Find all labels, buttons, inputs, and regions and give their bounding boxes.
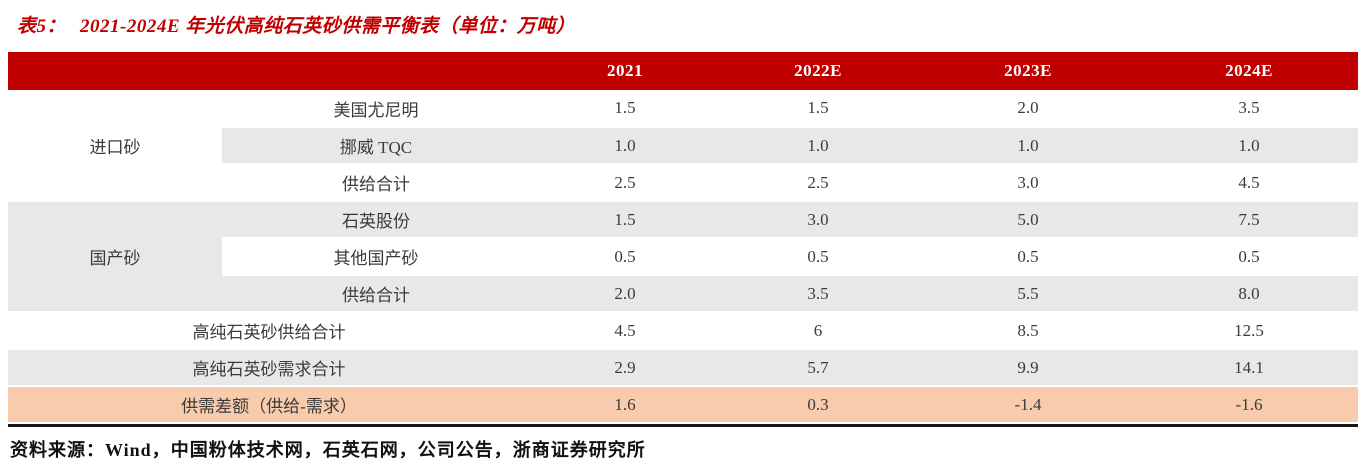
value-cell: 0.5 <box>720 238 916 276</box>
summary-label-total-supply: 高纯石英砂供给合计 <box>8 312 530 350</box>
row-label-quartz-corp: 石英股份 <box>222 201 530 239</box>
value-cell: 4.5 <box>1140 164 1358 202</box>
value-cell: -1.6 <box>1140 386 1358 424</box>
table-row: 国产砂 石英股份 1.5 3.0 5.0 7.5 <box>8 201 1358 313</box>
value-cell: 1.0 <box>720 127 916 165</box>
value-cell: 9.9 <box>916 349 1140 387</box>
group-label-domestic-sand: 国产砂 <box>8 201 222 313</box>
row-label-import-supply-total: 供给合计 <box>222 164 530 202</box>
table-number-label: 表5： <box>17 16 67 37</box>
value-cell: 1.0 <box>1140 127 1358 165</box>
value-cell: 1.6 <box>530 386 720 424</box>
supply-demand-table: 2021 2022E 2023E 2024E 进口砂 美国尤尼明 1.5 1.5… <box>8 52 1358 424</box>
value-cell: 3.5 <box>1140 90 1358 128</box>
value-cell: -1.4 <box>916 386 1140 424</box>
column-header-2023e: 2023E <box>916 52 1140 90</box>
table-row: 挪威 TQC 1.0 1.0 1.0 1.0 <box>8 127 1358 165</box>
value-cell: 2.9 <box>530 349 720 387</box>
header-empty-cell <box>8 52 530 90</box>
value-cell: 2.0 <box>530 275 720 313</box>
value-cell: 5.0 <box>916 201 1140 239</box>
table-title: 表5： 2021-2024E 年光伏高纯石英砂供需平衡表（单位：万吨） <box>0 0 1366 52</box>
row-label-other-domestic-sand: 其他国产砂 <box>222 238 530 276</box>
value-cell: 0.5 <box>916 238 1140 276</box>
value-cell: 2.5 <box>720 164 916 202</box>
value-cell: 3.5 <box>720 275 916 313</box>
table-row: 高纯石英砂供给合计 4.5 6 8.5 12.5 <box>8 312 1358 350</box>
value-cell: 4.5 <box>530 312 720 350</box>
value-cell: 2.0 <box>916 90 1140 128</box>
table-row: 供需差额（供给-需求） 1.6 0.3 -1.4 -1.6 <box>8 386 1358 424</box>
value-cell: 1.5 <box>720 90 916 128</box>
group-label-imported-sand: 进口砂 <box>8 90 222 202</box>
column-header-2021: 2021 <box>530 52 720 90</box>
table-title-text: 2021-2024E 年光伏高纯石英砂供需平衡表（单位：万吨） <box>80 16 576 37</box>
value-cell: 1.5 <box>530 201 720 239</box>
value-cell: 8.0 <box>1140 275 1358 313</box>
table-row: 供给合计 2.5 2.5 3.0 4.5 <box>8 164 1358 202</box>
value-cell: 1.0 <box>916 127 1140 165</box>
value-cell: 5.5 <box>916 275 1140 313</box>
table-row: 高纯石英砂需求合计 2.9 5.7 9.9 14.1 <box>8 349 1358 387</box>
value-cell: 2.5 <box>530 164 720 202</box>
table-bottom-rule <box>8 424 1358 427</box>
value-cell: 0.5 <box>1140 238 1358 276</box>
column-header-2024e: 2024E <box>1140 52 1358 90</box>
value-cell: 12.5 <box>1140 312 1358 350</box>
column-header-2022e: 2022E <box>720 52 916 90</box>
row-label-unimin: 美国尤尼明 <box>222 90 530 128</box>
value-cell: 1.5 <box>530 90 720 128</box>
value-cell: 3.0 <box>720 201 916 239</box>
table-row: 其他国产砂 0.5 0.5 0.5 0.5 <box>8 238 1358 276</box>
table-row: 供给合计 2.0 3.5 5.5 8.0 <box>8 275 1358 313</box>
value-cell: 0.5 <box>530 238 720 276</box>
source-note: 资料来源：Wind，中国粉体技术网，石英石网，公司公告，浙商证券研究所 <box>10 440 646 460</box>
value-cell: 5.7 <box>720 349 916 387</box>
value-cell: 7.5 <box>1140 201 1358 239</box>
value-cell: 6 <box>720 312 916 350</box>
summary-label-supply-demand-gap: 供需差额（供给-需求） <box>8 386 530 424</box>
row-label-norway-tqc: 挪威 TQC <box>222 127 530 165</box>
header-row: 2021 2022E 2023E 2024E <box>8 52 1358 90</box>
row-label-domestic-supply-total: 供给合计 <box>222 275 530 313</box>
value-cell: 3.0 <box>916 164 1140 202</box>
table-row: 进口砂 美国尤尼明 1.5 1.5 2.0 3.5 <box>8 90 1358 202</box>
value-cell: 8.5 <box>916 312 1140 350</box>
value-cell: 0.3 <box>720 386 916 424</box>
value-cell: 1.0 <box>530 127 720 165</box>
value-cell: 14.1 <box>1140 349 1358 387</box>
summary-label-total-demand: 高纯石英砂需求合计 <box>8 349 530 387</box>
